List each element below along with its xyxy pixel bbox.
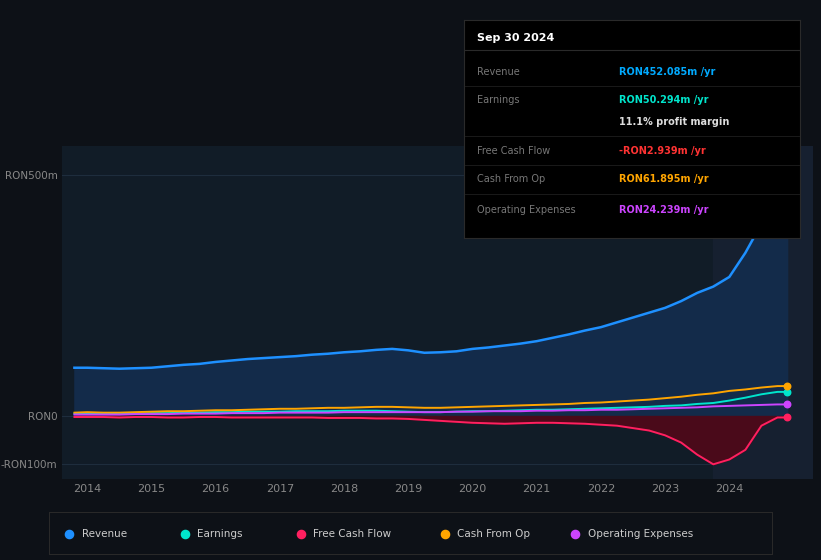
Point [438, 530, 452, 539]
Text: RON61.895m /yr: RON61.895m /yr [619, 174, 709, 184]
Text: RON24.239m /yr: RON24.239m /yr [619, 204, 709, 214]
Text: Sep 30 2024: Sep 30 2024 [477, 32, 555, 43]
Text: Earnings: Earnings [197, 529, 243, 539]
Text: Earnings: Earnings [477, 95, 520, 105]
Text: RON50.294m /yr: RON50.294m /yr [619, 95, 709, 105]
Text: Free Cash Flow: Free Cash Flow [313, 529, 391, 539]
Text: Free Cash Flow: Free Cash Flow [477, 146, 551, 156]
Point [781, 388, 794, 396]
Text: Operating Expenses: Operating Expenses [477, 204, 576, 214]
Point [569, 530, 582, 539]
Point [781, 400, 794, 409]
Text: 11.1% profit margin: 11.1% profit margin [619, 117, 729, 127]
Point [63, 530, 76, 539]
Text: -RON2.939m /yr: -RON2.939m /yr [619, 146, 705, 156]
Text: Operating Expenses: Operating Expenses [588, 529, 693, 539]
Point [781, 381, 794, 390]
Point [781, 413, 794, 422]
Text: Revenue: Revenue [82, 529, 127, 539]
Point [178, 530, 191, 539]
Bar [713, 146, 813, 479]
Text: Cash From Op: Cash From Op [477, 174, 546, 184]
Text: Cash From Op: Cash From Op [457, 529, 530, 539]
Text: RON452.085m /yr: RON452.085m /yr [619, 67, 715, 77]
Point [294, 530, 307, 539]
Point [781, 193, 794, 202]
Text: Revenue: Revenue [477, 67, 520, 77]
